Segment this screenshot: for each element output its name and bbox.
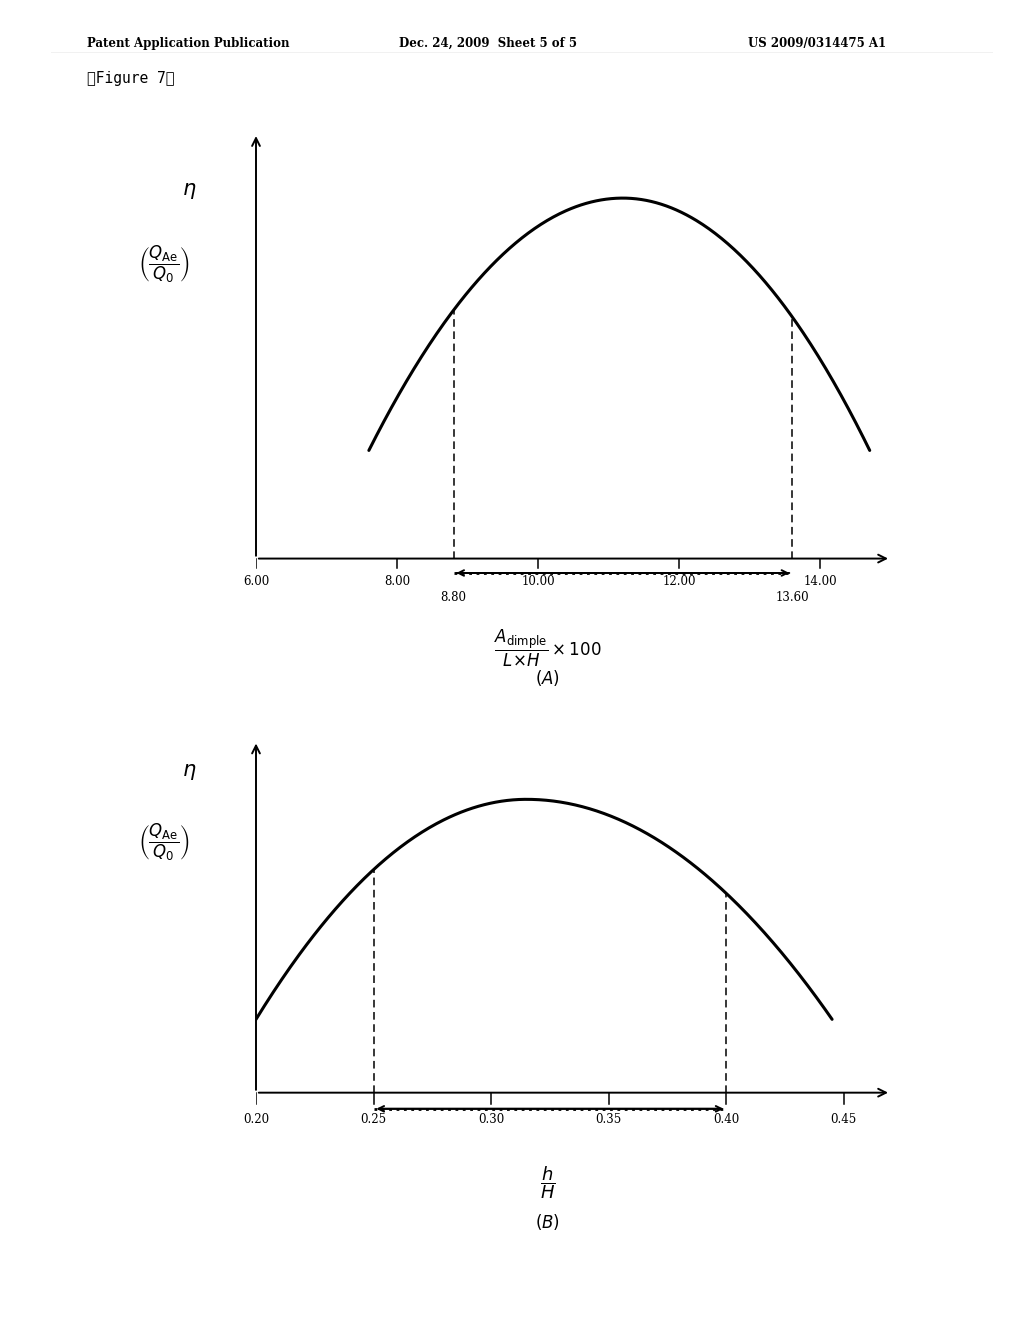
Text: $\left(\dfrac{Q_{\mathrm{Ae}}}{Q_0}\right)$: $\left(\dfrac{Q_{\mathrm{Ae}}}{Q_0}\righ… [138, 821, 189, 863]
Text: 0.20: 0.20 [243, 1113, 269, 1126]
Text: 6.00: 6.00 [243, 574, 269, 587]
Text: 13.60: 13.60 [775, 591, 809, 605]
Text: $(A)$: $(A)$ [536, 668, 560, 688]
Text: 12.00: 12.00 [663, 574, 696, 587]
Text: 0.40: 0.40 [713, 1113, 739, 1126]
Text: 8.80: 8.80 [440, 591, 467, 605]
Text: $\left(\dfrac{Q_{\mathrm{Ae}}}{Q_0}\right)$: $\left(\dfrac{Q_{\mathrm{Ae}}}{Q_0}\righ… [138, 243, 189, 285]
Text: 14.00: 14.00 [804, 574, 838, 587]
Text: 0.25: 0.25 [360, 1113, 387, 1126]
Text: 「Figure 7」: 「Figure 7」 [87, 71, 174, 86]
Text: $\eta$: $\eta$ [182, 181, 197, 202]
Text: $(B)$: $(B)$ [536, 1212, 560, 1232]
Text: 0.45: 0.45 [830, 1113, 857, 1126]
Text: Patent Application Publication: Patent Application Publication [87, 37, 290, 50]
Text: $\dfrac{h}{H}$: $\dfrac{h}{H}$ [540, 1164, 556, 1201]
Text: 8.00: 8.00 [384, 574, 411, 587]
Text: 10.00: 10.00 [521, 574, 555, 587]
Text: 0.30: 0.30 [478, 1113, 504, 1126]
Text: Dec. 24, 2009  Sheet 5 of 5: Dec. 24, 2009 Sheet 5 of 5 [399, 37, 578, 50]
Text: 0.35: 0.35 [596, 1113, 622, 1126]
Text: $\eta$: $\eta$ [182, 762, 197, 783]
Text: $\dfrac{A_{\mathrm{dimple}}}{L{\times}H} \times 100$: $\dfrac{A_{\mathrm{dimple}}}{L{\times}H}… [494, 628, 602, 669]
Text: US 2009/0314475 A1: US 2009/0314475 A1 [748, 37, 886, 50]
